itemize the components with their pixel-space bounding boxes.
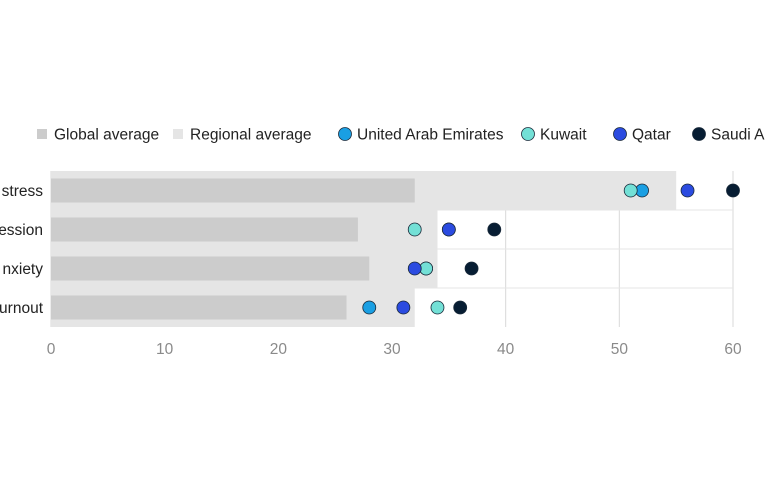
bars <box>51 171 677 327</box>
legend-swatch-kuwait <box>521 127 535 141</box>
global-average-bar-nxiety <box>51 256 370 281</box>
dot-qatar-nxiety <box>407 261 422 276</box>
dot-united-arab-emirates-urnout <box>362 300 377 315</box>
category-label-nxiety: nxiety <box>3 261 44 278</box>
legend-swatch-saudi-a <box>692 127 706 141</box>
global-average-bar-ession <box>51 217 358 242</box>
category-labels: stress ession nxiety urnout <box>0 183 44 317</box>
x-axis-ticks: 0 10 20 30 40 50 60 <box>47 341 742 358</box>
category-label-urnout: urnout <box>0 300 44 317</box>
legend-swatch-qatar <box>613 127 627 141</box>
dot-kuwait-urnout <box>430 300 445 315</box>
legend-label-saudi-a: Saudi A <box>711 127 765 144</box>
legend-swatch-regional-average <box>173 129 183 139</box>
x-tick-label-20: 20 <box>270 341 288 358</box>
dot-saudi-a-nxiety <box>464 261 479 276</box>
legend-label-regional-average: Regional average <box>190 127 312 144</box>
category-label-ession: ession <box>0 222 43 239</box>
legend-label-kuwait: Kuwait <box>540 127 587 144</box>
x-tick-label-50: 50 <box>611 341 629 358</box>
dot-saudi-a-stress <box>726 183 740 198</box>
dot-saudi-a-urnout <box>453 300 468 315</box>
legend-label-united-arab-emirates: United Arab Emirates <box>357 127 504 144</box>
dot-qatar-ession <box>441 222 456 237</box>
dot-qatar-urnout <box>396 300 411 315</box>
dot-kuwait-ession <box>407 222 422 237</box>
legend-swatch-global-average <box>37 129 47 139</box>
x-tick-label-40: 40 <box>497 341 515 358</box>
dot-saudi-a-ession <box>487 222 502 237</box>
x-tick-label-10: 10 <box>156 341 174 358</box>
legend-label-qatar: Qatar <box>632 127 671 144</box>
x-tick-label-60: 60 <box>724 341 742 358</box>
dot-qatar-stress <box>680 183 695 198</box>
x-tick-label-30: 30 <box>383 341 401 358</box>
legend: Global average Regional average United Ara… <box>37 127 765 144</box>
global-average-bar-urnout <box>51 295 347 320</box>
dot-kuwait-stress <box>623 183 638 198</box>
global-average-bar-stress <box>51 178 415 203</box>
dots <box>362 183 740 315</box>
category-label-stress: stress <box>2 183 44 200</box>
legend-label-global-average: Global average <box>54 127 159 144</box>
x-tick-label-0: 0 <box>47 341 56 358</box>
legend-swatch-united-arab-emirates <box>338 127 352 141</box>
